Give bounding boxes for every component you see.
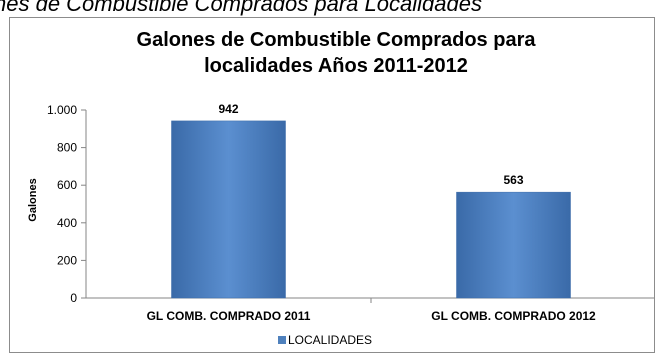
bar-1 xyxy=(171,120,286,299)
page-heading: nes de Combustible Comprados para Locali… xyxy=(0,0,482,16)
chart-title-line1: Galones de Combustible Comprados para xyxy=(137,29,537,51)
legend-swatch xyxy=(278,336,286,344)
bar-chart: Galones de Combustible Comprados para lo… xyxy=(27,29,654,347)
y-tick-label: 400 xyxy=(57,216,77,230)
y-tick-label: 800 xyxy=(57,141,77,155)
chart-frame: Galones de Combustible Comprados para lo… xyxy=(9,17,655,353)
x-category-label: GL COMB. COMPRADO 2011 xyxy=(147,309,311,323)
bar-value-label: 942 xyxy=(218,102,238,116)
y-tick-label: 200 xyxy=(57,253,77,267)
x-category-label: GL COMB. COMPRADO 2012 xyxy=(431,309,596,323)
legend-label: LOCALIDADES xyxy=(288,333,372,347)
y-tick-label: 0 xyxy=(70,291,77,305)
y-tick-label: 600 xyxy=(57,178,77,192)
bar-value-label: 563 xyxy=(503,173,523,187)
y-tick-label: 1.000 xyxy=(47,103,77,117)
chart-title-line2: localidades Años 2011-2012 xyxy=(204,55,468,77)
y-axis-label: Galones xyxy=(27,178,39,221)
bar-2 xyxy=(456,191,571,299)
